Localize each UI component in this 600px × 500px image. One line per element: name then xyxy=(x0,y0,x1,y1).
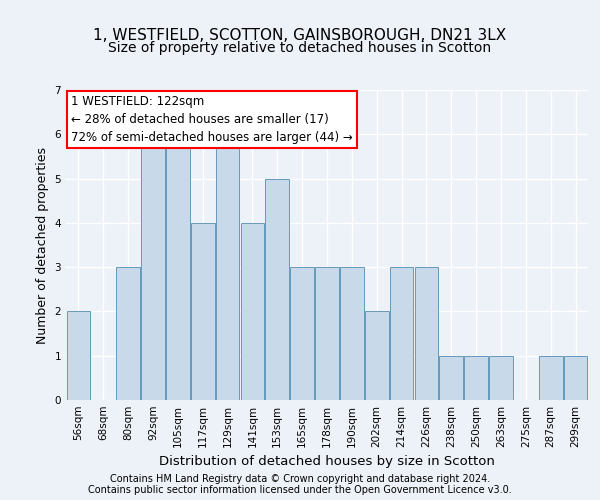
Text: 1, WESTFIELD, SCOTTON, GAINSBOROUGH, DN21 3LX: 1, WESTFIELD, SCOTTON, GAINSBOROUGH, DN2… xyxy=(94,28,506,42)
Bar xyxy=(116,267,140,400)
Bar xyxy=(415,267,438,400)
Text: 1 WESTFIELD: 122sqm
← 28% of detached houses are smaller (17)
72% of semi-detach: 1 WESTFIELD: 122sqm ← 28% of detached ho… xyxy=(71,94,353,144)
Y-axis label: Number of detached properties: Number of detached properties xyxy=(36,146,49,344)
Bar xyxy=(539,356,563,400)
X-axis label: Distribution of detached houses by size in Scotton: Distribution of detached houses by size … xyxy=(159,456,495,468)
Text: Size of property relative to detached houses in Scotton: Size of property relative to detached ho… xyxy=(109,41,491,55)
Bar xyxy=(340,267,364,400)
Bar xyxy=(489,356,513,400)
Bar xyxy=(564,356,587,400)
Text: Contains HM Land Registry data © Crown copyright and database right 2024.: Contains HM Land Registry data © Crown c… xyxy=(110,474,490,484)
Bar xyxy=(67,312,90,400)
Bar xyxy=(141,134,165,400)
Bar xyxy=(365,312,389,400)
Bar xyxy=(241,223,264,400)
Bar xyxy=(464,356,488,400)
Bar xyxy=(191,223,215,400)
Bar xyxy=(265,178,289,400)
Bar xyxy=(290,267,314,400)
Bar xyxy=(439,356,463,400)
Bar xyxy=(216,134,239,400)
Bar xyxy=(315,267,339,400)
Bar xyxy=(166,134,190,400)
Bar xyxy=(390,267,413,400)
Text: Contains public sector information licensed under the Open Government Licence v3: Contains public sector information licen… xyxy=(88,485,512,495)
